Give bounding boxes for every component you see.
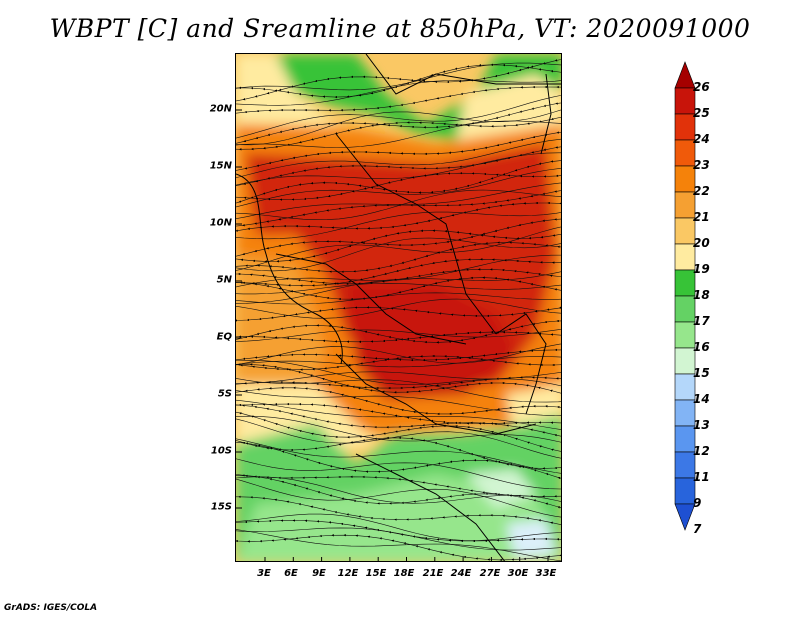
colorbar-segment	[674, 373, 696, 401]
lat-label: 15N	[209, 160, 232, 172]
colorbar-segment	[674, 165, 696, 193]
colorbar-label: 22	[693, 184, 710, 198]
lon-label: 33E	[535, 568, 557, 579]
lat-label: 5N	[216, 274, 232, 286]
coastline-west	[236, 173, 343, 365]
streamline	[236, 298, 561, 319]
lat-label: 20N	[209, 103, 232, 115]
lon-label: 15E	[365, 568, 387, 579]
streamline	[236, 330, 561, 343]
colorbar-segment	[674, 451, 696, 479]
streamline	[236, 495, 561, 525]
streamline	[236, 534, 561, 561]
colorbar-label: 24	[693, 132, 710, 146]
colorbar-label: 13	[693, 418, 710, 432]
border-line	[355, 453, 506, 561]
lon-label: 6E	[284, 568, 298, 579]
border-line	[495, 313, 547, 415]
colorbar-segment	[674, 191, 696, 219]
colorbar-segment	[674, 139, 696, 167]
streamline	[236, 306, 561, 322]
colorbar-label: 17	[693, 314, 710, 328]
lat-label: EQ	[216, 331, 232, 343]
lat-label: 5S	[217, 388, 232, 400]
colorbar-label: 20	[693, 236, 710, 250]
map-panel	[235, 53, 562, 562]
colorbar-segment	[674, 87, 696, 115]
colorbar-segment	[674, 425, 696, 453]
colorbar-top-arrow	[674, 61, 696, 89]
colorbar-label: 15	[693, 366, 710, 380]
streamlines	[236, 59, 561, 561]
colorbar-label: 26	[693, 80, 710, 94]
border-line	[365, 54, 561, 95]
colorbar-label: 19	[693, 262, 710, 276]
streamline	[236, 292, 561, 305]
border-line	[335, 133, 497, 335]
colorbar	[674, 61, 696, 531]
colorbar-segment	[674, 217, 696, 245]
map-title: WBPT [C] and Sreamline at 850hPa, VT: 20…	[49, 14, 751, 43]
colorbar-label: 18	[693, 288, 710, 302]
colorbar-label: 21	[693, 210, 710, 224]
coastline-east	[540, 73, 552, 155]
lon-label: 3E	[257, 568, 271, 579]
colorbar-segment	[674, 295, 696, 323]
lon-label: 12E	[337, 568, 359, 579]
colorbar-segment	[674, 113, 696, 141]
lat-label: 15S	[210, 501, 232, 513]
lon-label: 24E	[450, 568, 472, 579]
colorbar-segment	[674, 269, 696, 297]
lat-label: 10N	[209, 217, 232, 229]
colorbar-segment	[674, 347, 696, 375]
colorbar-label: 14	[693, 392, 710, 406]
colorbar-label: 16	[693, 340, 710, 354]
streamline	[236, 276, 561, 301]
border-line	[275, 253, 467, 345]
lon-label: 21E	[422, 568, 444, 579]
lat-label: 10S	[210, 445, 232, 457]
streamline	[236, 529, 561, 561]
colorbar-label: 9	[693, 496, 702, 510]
lon-label: 9E	[312, 568, 326, 579]
colorbar-segment	[674, 399, 696, 427]
colorbar-segment	[674, 243, 696, 271]
credit-footer: GrADS: IGES/COLA	[4, 603, 98, 613]
border-line	[335, 353, 537, 435]
lon-label: 27E	[479, 568, 501, 579]
colorbar-label: 11	[693, 470, 710, 484]
streamline	[236, 440, 561, 480]
streamline	[236, 409, 561, 452]
colorbar-segment	[674, 477, 696, 505]
lon-label: 18E	[393, 568, 415, 579]
colorbar-bottom-arrow	[674, 503, 696, 531]
colorbar-label: 7	[693, 522, 702, 536]
weather-map-canvas	[236, 54, 561, 561]
colorbar-label: 25	[693, 106, 710, 120]
colorbar-segment	[674, 321, 696, 349]
colorbar-label: 23	[693, 158, 710, 172]
colorbar-segments	[674, 61, 696, 531]
lon-label: 30E	[507, 568, 529, 579]
country-borders	[236, 54, 561, 561]
colorbar-label: 12	[693, 444, 710, 458]
